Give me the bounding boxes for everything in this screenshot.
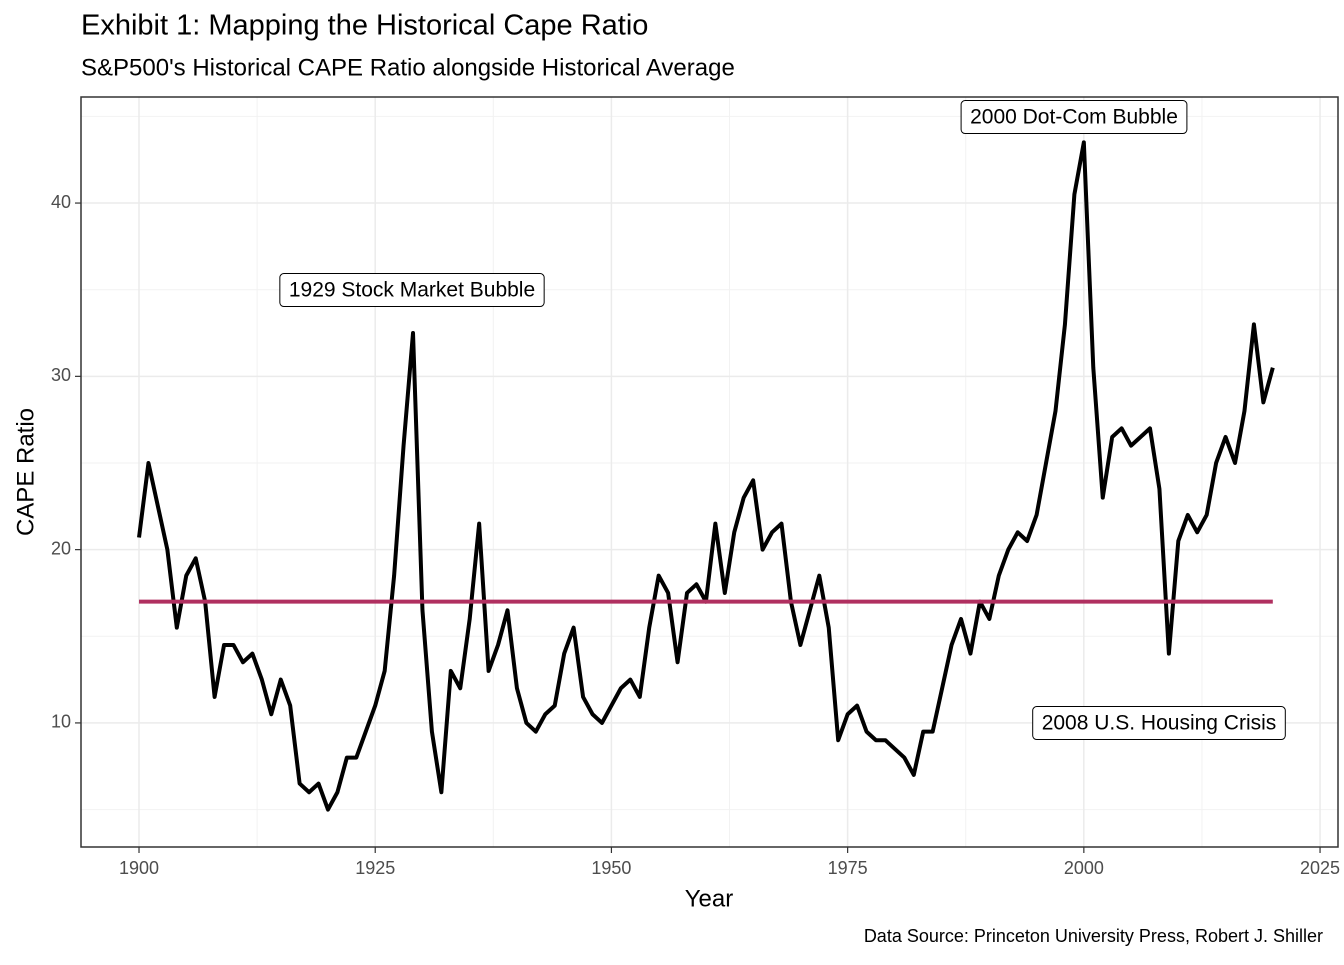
caption: Data Source: Princeton University Press,…	[864, 926, 1323, 946]
panel-border	[80, 96, 1339, 848]
annotation-label: 2000 Dot-Com Bubble	[970, 106, 1178, 129]
annotation: 1929 Stock Market Bubble	[279, 273, 545, 308]
x-axis-label: Year	[685, 885, 734, 912]
annotation: 2008 U.S. Housing Crisis	[1032, 706, 1286, 741]
y-axis-label: CAPE Ratio	[12, 408, 39, 536]
annotation-box	[1032, 706, 1286, 741]
annotation: 2000 Dot-Com Bubble	[960, 100, 1188, 135]
y-tick-label: 30	[51, 365, 71, 385]
x-tick-label: 1975	[828, 858, 868, 878]
chart-title: Exhibit 1: Mapping the Historical Cape R…	[81, 10, 648, 42]
annotation-label: 2008 U.S. Housing Crisis	[1042, 712, 1277, 735]
annotation-label: 1929 Stock Market Bubble	[289, 279, 535, 302]
annotation-box	[279, 273, 545, 308]
annotation-box	[960, 100, 1188, 135]
chart-subtitle: S&P500's Historical CAPE Ratio alongside…	[81, 54, 735, 81]
x-tick-label: 1950	[591, 858, 631, 878]
y-tick-label: 10	[51, 712, 71, 732]
y-tick-label: 40	[51, 192, 71, 212]
x-tick-label: 2000	[1064, 858, 1104, 878]
x-tick-label: 2025	[1300, 858, 1340, 878]
x-tick-label: 1925	[355, 858, 395, 878]
x-tick-label: 1900	[119, 858, 159, 878]
y-tick-label: 20	[51, 538, 71, 558]
